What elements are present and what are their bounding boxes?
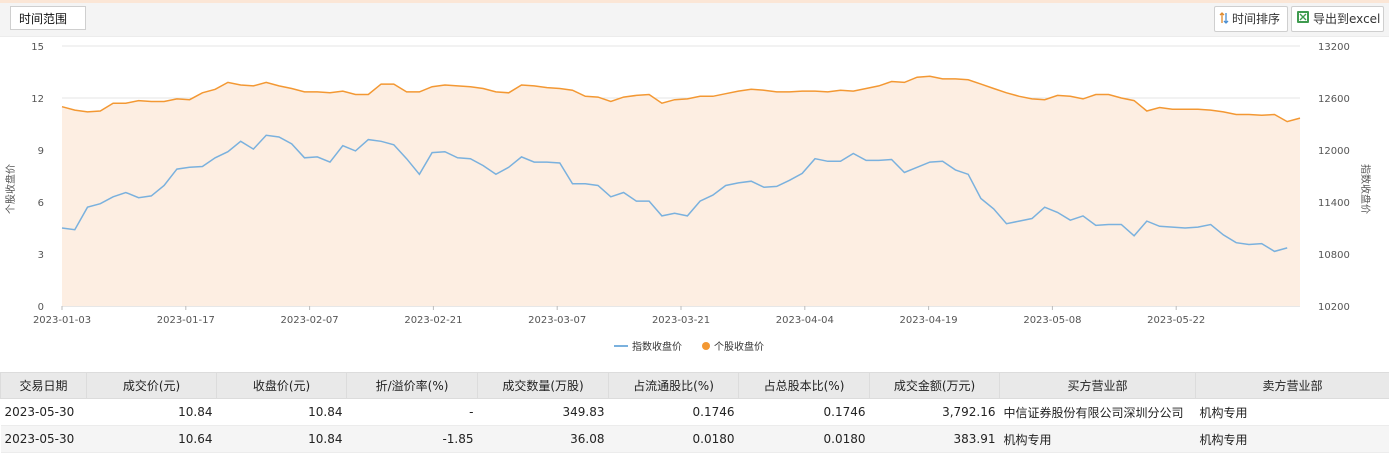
left-tick-label: 12 <box>31 94 44 105</box>
export-excel-label: 导出到excel <box>1313 12 1380 26</box>
header-close-price[interactable]: 收盘价(元) <box>217 373 347 399</box>
table-row: 2023-05-30 10.84 10.84 - 349.83 0.1746 0… <box>1 399 1389 426</box>
x-tick-label: 2023-04-04 <box>776 315 834 326</box>
left-tick-label: 9 <box>38 146 44 157</box>
left-axis-ticks: 0 3 6 9 12 15 <box>31 42 44 313</box>
header-float-ratio[interactable]: 占流通股比(%) <box>609 373 739 399</box>
cell-premium-rate: - <box>347 399 478 426</box>
x-tick-label: 2023-05-22 <box>1147 315 1205 326</box>
header-trade-date[interactable]: 交易日期 <box>1 373 87 399</box>
right-axis-title: 指数收盘价 <box>1359 164 1372 214</box>
cell-close-price: 10.84 <box>217 426 347 453</box>
excel-icon <box>1296 8 1310 32</box>
time-sort-button[interactable]: 时间排序 <box>1214 6 1288 32</box>
cell-buyer: 机构专用 <box>1000 426 1196 453</box>
legend-stock-swatch <box>702 342 710 350</box>
legend-stock-label[interactable]: 个股收盘价 <box>714 340 764 353</box>
x-tick-label: 2023-02-21 <box>404 315 462 326</box>
export-excel-button[interactable]: 导出到excel <box>1291 6 1384 32</box>
cell-total-ratio: 0.1746 <box>739 399 870 426</box>
x-tick-label: 2023-05-08 <box>1023 315 1081 326</box>
left-tick-label: 3 <box>38 250 44 261</box>
toolbar: 时间范围 时间排序 导出到excel <box>0 3 1389 37</box>
header-total-ratio[interactable]: 占总股本比(%) <box>739 373 870 399</box>
left-tick-label: 15 <box>31 42 44 53</box>
header-seller[interactable]: 卖方营业部 <box>1196 373 1389 399</box>
left-tick-label: 0 <box>38 302 44 313</box>
cell-trade-date: 2023-05-30 <box>1 399 87 426</box>
cell-volume: 36.08 <box>478 426 609 453</box>
x-tick-label: 2023-03-21 <box>652 315 710 326</box>
right-axis-ticks: 10200 10800 11400 12000 12600 13200 <box>1318 42 1350 313</box>
cell-seller: 机构专用 <box>1196 426 1389 453</box>
right-tick-label: 12600 <box>1318 94 1350 105</box>
cell-trade-date: 2023-05-30 <box>1 426 87 453</box>
cell-amount: 3,792.16 <box>870 399 1000 426</box>
header-buyer[interactable]: 买方营业部 <box>1000 373 1196 399</box>
block-trade-table: 交易日期 成交价(元) 收盘价(元) 折/溢价率(%) 成交数量(万股) 占流通… <box>0 372 1389 453</box>
legend-index-label[interactable]: 指数收盘价 <box>632 340 682 353</box>
time-sort-label: 时间排序 <box>1232 12 1280 26</box>
table-row: 2023-05-30 10.64 10.84 -1.85 36.08 0.018… <box>1 426 1389 453</box>
header-premium-rate[interactable]: 折/溢价率(%) <box>347 373 478 399</box>
right-tick-label: 10200 <box>1318 302 1350 313</box>
cell-total-ratio: 0.0180 <box>739 426 870 453</box>
sort-arrows-icon <box>1219 8 1229 32</box>
cell-seller: 机构专用 <box>1196 399 1389 426</box>
right-tick-label: 10800 <box>1318 250 1350 261</box>
x-axis-ticks: 2023-01-03 2023-01-17 2023-02-07 2023-02-21… <box>33 306 1205 326</box>
table-header-row: 交易日期 成交价(元) 收盘价(元) 折/溢价率(%) 成交数量(万股) 占流通… <box>1 373 1389 399</box>
right-tick-label: 12000 <box>1318 146 1350 157</box>
cell-trade-price: 10.84 <box>87 399 217 426</box>
cell-volume: 349.83 <box>478 399 609 426</box>
x-tick-label: 2023-02-07 <box>281 315 339 326</box>
cell-close-price: 10.84 <box>217 399 347 426</box>
x-tick-label: 2023-01-03 <box>33 315 91 326</box>
x-tick-label: 2023-01-17 <box>157 315 215 326</box>
cell-float-ratio: 0.1746 <box>609 399 739 426</box>
cell-amount: 383.91 <box>870 426 1000 453</box>
cell-float-ratio: 0.0180 <box>609 426 739 453</box>
stock-price-area <box>62 76 1300 306</box>
left-axis-title: 个股收盘价 <box>4 164 17 214</box>
header-amount[interactable]: 成交金额(万元) <box>870 373 1000 399</box>
left-tick-label: 6 <box>38 198 44 209</box>
chart-legend: 指数收盘价 个股收盘价 <box>614 340 764 353</box>
right-tick-label: 11400 <box>1318 198 1350 209</box>
cell-trade-price: 10.64 <box>87 426 217 453</box>
cell-buyer: 中信证券股份有限公司深圳分公司 <box>1000 399 1196 426</box>
header-trade-price[interactable]: 成交价(元) <box>87 373 217 399</box>
right-tick-label: 13200 <box>1318 42 1350 53</box>
x-tick-label: 2023-03-07 <box>528 315 586 326</box>
x-tick-label: 2023-04-19 <box>900 315 958 326</box>
cell-premium-rate: -1.85 <box>347 426 478 453</box>
time-range-button[interactable]: 时间范围 <box>10 6 86 30</box>
header-volume[interactable]: 成交数量(万股) <box>478 373 609 399</box>
